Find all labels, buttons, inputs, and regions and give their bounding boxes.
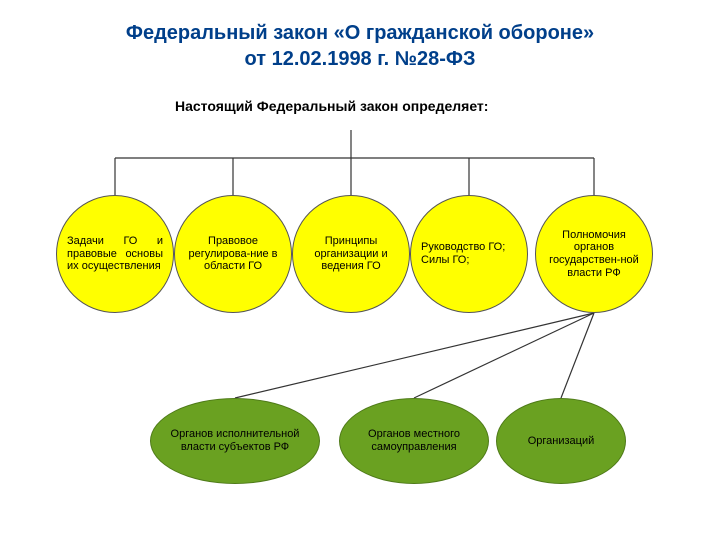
row2-node-m2: Органов местного самоуправления bbox=[339, 398, 489, 484]
row2-node-m1: Органов исполнительной власти субъектов … bbox=[150, 398, 320, 484]
title-line-1: Федеральный закон «О гражданской обороне… bbox=[0, 22, 720, 45]
row1-node-n1: Задачи ГО и правовые основы их осуществл… bbox=[56, 195, 174, 313]
subtitle: Настоящий Федеральный закон определяет: bbox=[175, 98, 488, 114]
row1-node-n5: Полномочия органов государствен-ной влас… bbox=[535, 195, 653, 313]
row1-node-n4: Руководство ГО;Силы ГО; bbox=[410, 195, 528, 313]
row1-node-n2: Правовое регулирова-ние в области ГО bbox=[174, 195, 292, 313]
row2-node-m3: Организаций bbox=[496, 398, 626, 484]
title-line-2: от 12.02.1998 г. №28-ФЗ bbox=[0, 48, 720, 71]
row1-node-n3: Принципы организации и ведения ГО bbox=[292, 195, 410, 313]
